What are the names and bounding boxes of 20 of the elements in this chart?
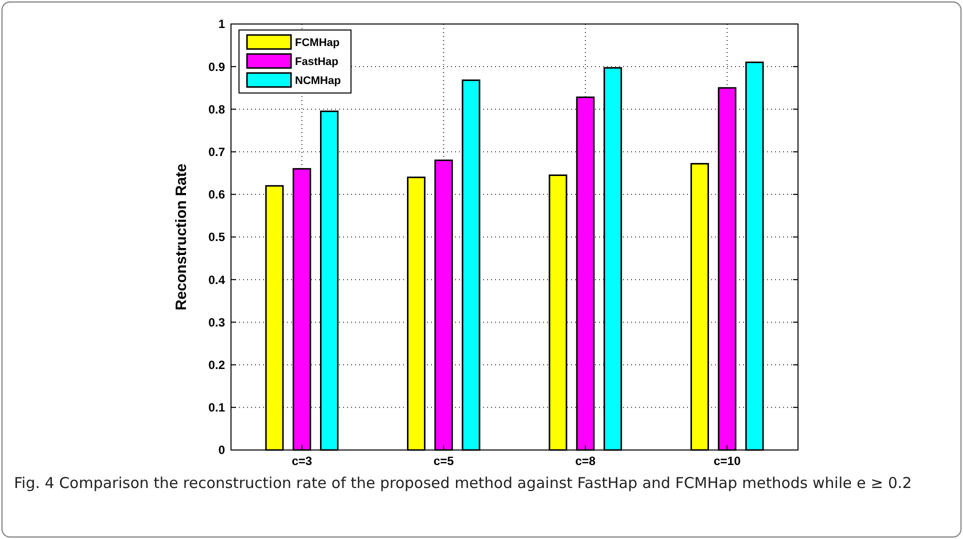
y-tick-label: 0.7 <box>208 145 226 159</box>
y-tick-label: 0.3 <box>208 315 226 330</box>
y-tick-label: 0.4 <box>208 272 226 287</box>
x-tick-label: c=10 <box>714 454 741 468</box>
caption: Fig. 4 Comparison the reconstruction rate of the proposed method against FastHap and FCMHap methods while e ≥ 0.2 <box>14 473 913 494</box>
y-tick-label: 1 <box>218 17 226 32</box>
x-tick-label: c=3 <box>292 454 312 468</box>
x-tick-label: c=5 <box>433 454 454 468</box>
legend-label: NCMHap <box>295 74 342 87</box>
y-tick-label: 0.5 <box>208 230 226 244</box>
y-axis-title: Reconstruction Rate <box>173 164 190 310</box>
legend-label: FastHap <box>295 56 339 68</box>
y-tick-label: 0.8 <box>208 102 226 116</box>
y-tick-label: 0.6 <box>208 188 226 202</box>
y-tick-label: 0 <box>218 443 226 458</box>
y-tick-label: 0.9 <box>208 60 226 74</box>
x-tick-label: c=8 <box>575 454 596 468</box>
legend-label: FCMHap <box>295 36 340 49</box>
y-tick-label: 0.2 <box>208 358 226 372</box>
y-tick-label: 0.1 <box>208 400 226 415</box>
